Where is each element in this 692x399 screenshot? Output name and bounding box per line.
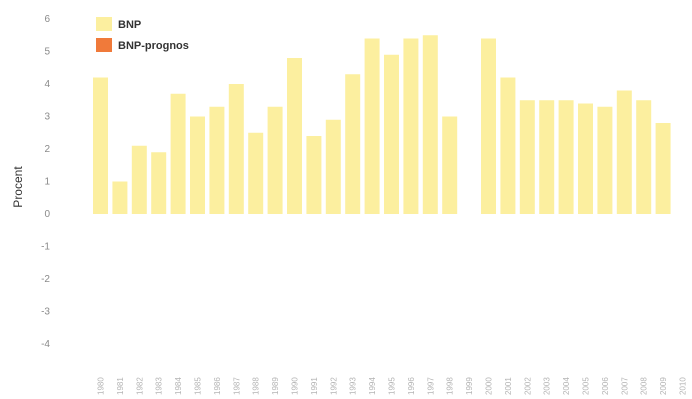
y-tick-label: -3 bbox=[41, 307, 50, 318]
x-tick-label: 1990 bbox=[291, 377, 300, 395]
x-tick-label: 1985 bbox=[194, 377, 203, 395]
x-tick-label: 1984 bbox=[174, 377, 183, 395]
x-tick-label: 1997 bbox=[426, 377, 435, 395]
bar-bnp-1985 bbox=[190, 116, 205, 214]
legend: BNP BNP-prognos bbox=[96, 17, 189, 52]
x-tick-label: 1993 bbox=[349, 377, 358, 395]
bar-bnp-1996 bbox=[403, 38, 419, 214]
y-axis-ticks: 6 5 4 3 2 1 0 -1 -2 -3 -4 bbox=[41, 14, 50, 350]
bar-bnp-1980 bbox=[93, 77, 108, 214]
bar-bnp-1992 bbox=[325, 119, 341, 214]
x-tick-label: 2007 bbox=[620, 377, 629, 395]
bar-bnp-1984 bbox=[170, 93, 186, 214]
x-axis-ticks: 1980 1981 1982 1983 1984 1985 1986 1987 1988 1989… bbox=[97, 377, 688, 395]
bar-bnp-2008 bbox=[636, 100, 652, 214]
x-tick-label: 2008 bbox=[640, 377, 649, 395]
x-tick-label: 1983 bbox=[155, 377, 164, 395]
bar-bnp-2003 bbox=[539, 100, 555, 214]
bar-bnp-1990 bbox=[287, 58, 302, 214]
bar-bnp-1982 bbox=[131, 145, 147, 214]
y-tick-label: 1 bbox=[44, 177, 50, 188]
bar-bnp-1986 bbox=[209, 106, 225, 214]
bar-bnp-1983 bbox=[151, 152, 167, 214]
bar-bnp-2009 bbox=[655, 123, 671, 214]
bar-bnp-1993 bbox=[345, 74, 361, 214]
bar-bnp-2002 bbox=[519, 100, 535, 214]
bar-bnp-1991 bbox=[306, 136, 322, 214]
x-tick-label: 2006 bbox=[601, 377, 610, 395]
x-tick-label: 1998 bbox=[446, 377, 455, 395]
y-tick-label: -1 bbox=[41, 242, 50, 253]
y-tick-label: 5 bbox=[44, 47, 50, 58]
bar-bnp-1997 bbox=[422, 35, 438, 214]
bar-bnp-1994 bbox=[364, 38, 380, 214]
x-tick-label: 2009 bbox=[659, 377, 668, 395]
x-tick-label: 1988 bbox=[252, 377, 261, 395]
x-tick-label: 2010 bbox=[679, 377, 688, 395]
bar-bnp-1988 bbox=[248, 132, 264, 214]
x-tick-label: 2005 bbox=[582, 377, 591, 395]
bar-bnp-1995 bbox=[384, 54, 399, 214]
x-tick-label: 1991 bbox=[310, 377, 319, 395]
x-tick-label: 1989 bbox=[271, 377, 280, 395]
legend-swatch-bnp bbox=[96, 17, 112, 31]
bar-bnp-1989 bbox=[267, 106, 283, 214]
x-tick-label: 1999 bbox=[465, 377, 474, 395]
y-tick-label: 6 bbox=[44, 14, 50, 25]
x-tick-label: 1980 bbox=[97, 377, 106, 395]
legend-label-bnp-prognos: BNP-prognos bbox=[118, 40, 189, 52]
bar-bnp-2000 bbox=[481, 38, 496, 214]
x-tick-label: 1995 bbox=[388, 377, 397, 395]
bar-bnp-1981 bbox=[112, 181, 128, 214]
y-tick-label: -4 bbox=[41, 339, 50, 350]
x-tick-label: 1992 bbox=[329, 377, 338, 395]
x-tick-label: 2002 bbox=[523, 377, 532, 395]
bar-bnp-1987 bbox=[228, 84, 244, 214]
bar-bnp-1998 bbox=[442, 116, 458, 214]
y-tick-label: 4 bbox=[44, 79, 50, 90]
y-tick-label: 2 bbox=[44, 144, 50, 155]
y-tick-label: -2 bbox=[41, 274, 50, 285]
x-tick-label: 1982 bbox=[135, 377, 144, 395]
x-tick-label: 1987 bbox=[232, 377, 241, 395]
legend-label-bnp: BNP bbox=[118, 19, 141, 31]
bar-bnp-2001 bbox=[500, 77, 516, 214]
x-tick-label: 1986 bbox=[213, 377, 222, 395]
x-tick-label: 2004 bbox=[562, 377, 571, 395]
y-axis-label: Procent bbox=[11, 166, 25, 208]
x-tick-label: 2000 bbox=[485, 377, 494, 395]
x-tick-label: 1994 bbox=[368, 377, 377, 395]
bar-bnp-2004 bbox=[558, 100, 574, 214]
y-tick-label: 3 bbox=[44, 112, 50, 123]
x-tick-label: 2001 bbox=[504, 377, 513, 395]
x-tick-label: 1996 bbox=[407, 377, 416, 395]
bar-bnp-2007 bbox=[616, 90, 632, 214]
bars-group bbox=[93, 35, 671, 214]
bar-bnp-2005 bbox=[578, 103, 593, 214]
y-tick-label: 0 bbox=[44, 209, 50, 220]
x-tick-label: 1981 bbox=[116, 377, 125, 395]
bar-bnp-2006 bbox=[597, 106, 613, 214]
legend-swatch-bnp-prognos bbox=[96, 38, 112, 52]
x-tick-label: 2003 bbox=[543, 377, 552, 395]
